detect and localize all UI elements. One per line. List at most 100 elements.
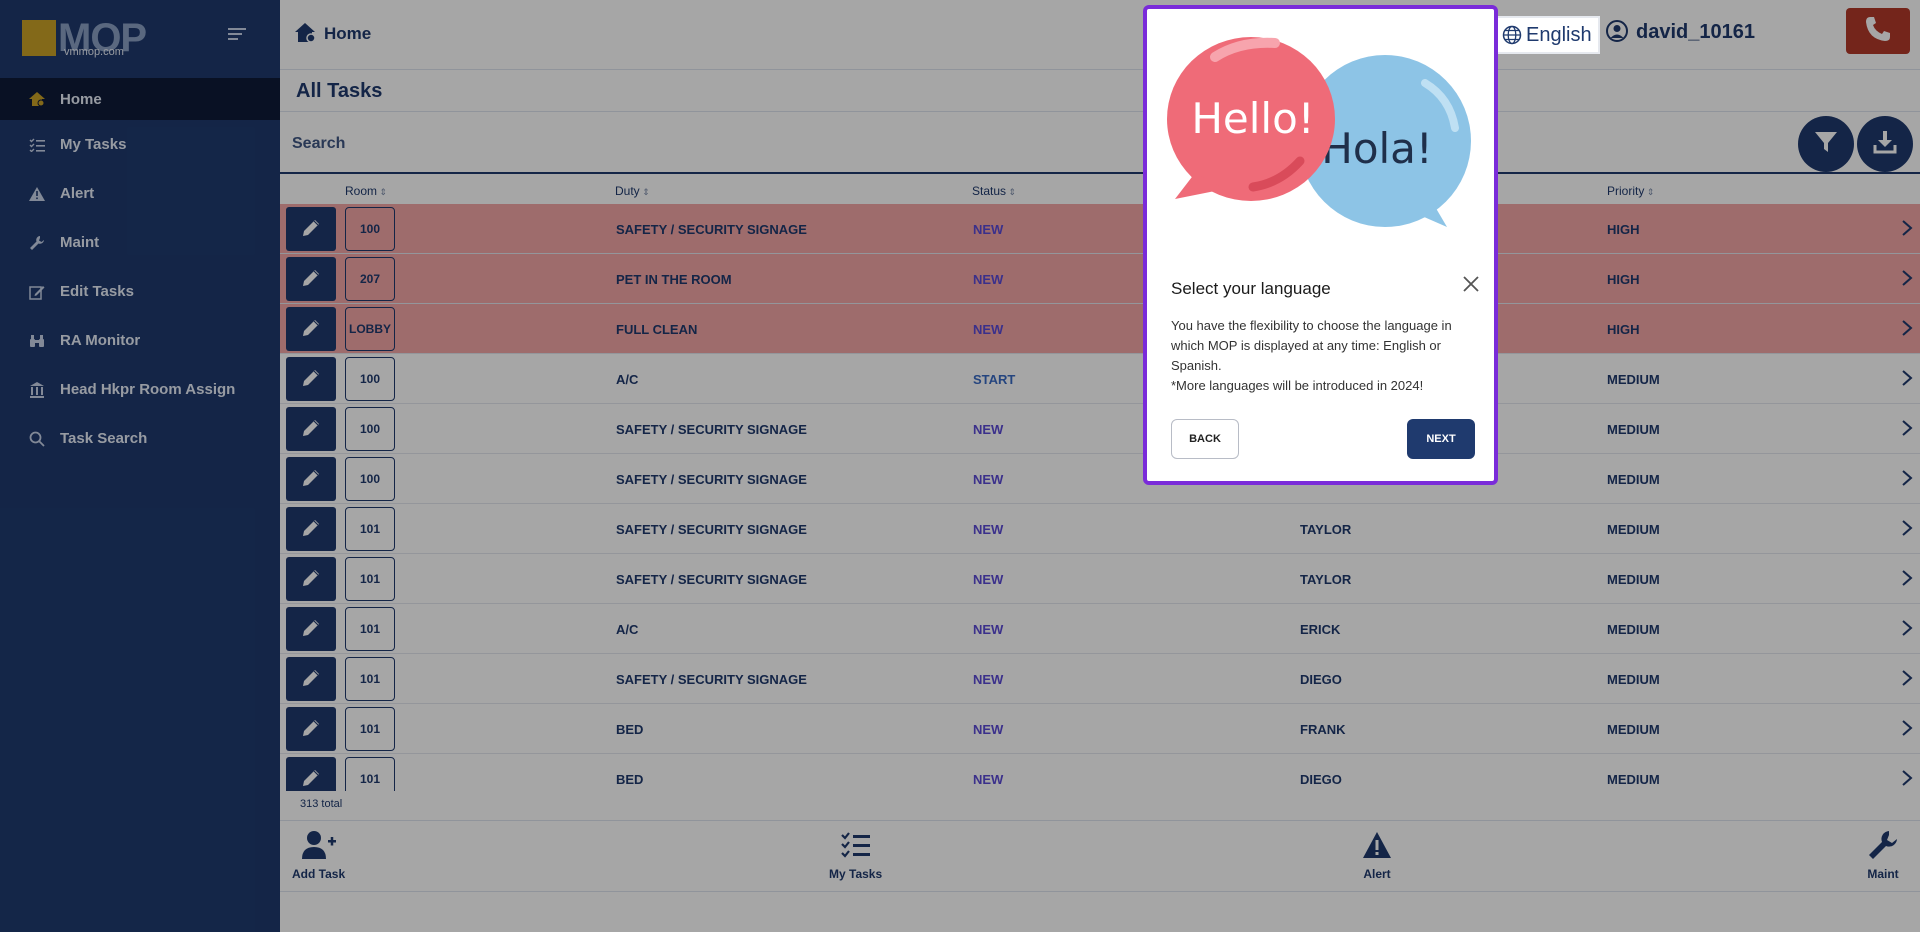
chevron-right-icon[interactable] xyxy=(1900,618,1914,638)
hello-hola-illustration: Hola! Hello! xyxy=(1167,37,1471,227)
room-number: 100 xyxy=(345,407,395,451)
call-button[interactable] xyxy=(1846,8,1910,54)
logo-subtitle: vmmop.com xyxy=(64,46,124,58)
edit-task-button[interactable] xyxy=(286,707,336,751)
edit-task-button[interactable] xyxy=(286,557,336,601)
chevron-right-icon[interactable] xyxy=(1900,268,1914,288)
edit-task-button[interactable] xyxy=(286,257,336,301)
room-number: 100 xyxy=(345,207,395,251)
filter-button[interactable] xyxy=(1798,116,1854,172)
room-number: 101 xyxy=(345,607,395,651)
pencil-icon xyxy=(300,517,322,542)
user-menu[interactable]: david_10161 xyxy=(1606,20,1755,44)
edit-task-button[interactable] xyxy=(286,207,336,251)
edit-task-button[interactable] xyxy=(286,407,336,451)
status-cell: NEW xyxy=(973,622,1004,637)
status-cell: NEW xyxy=(973,672,1004,687)
edit-task-button[interactable] xyxy=(286,307,336,351)
checklist-icon xyxy=(28,136,46,154)
sidebar-item-label: Home xyxy=(60,90,102,108)
pencil-icon xyxy=(300,667,322,692)
sidebar-item-label: Edit Tasks xyxy=(60,283,134,300)
column-header-room[interactable]: Room xyxy=(345,184,387,198)
chevron-right-icon[interactable] xyxy=(1900,368,1914,388)
chevron-right-icon[interactable] xyxy=(1900,668,1914,688)
table-row[interactable]: LOBBY FULL CLEAN NEW HIGH xyxy=(280,304,1920,354)
priority-cell: MEDIUM xyxy=(1607,522,1660,537)
edit-task-button[interactable] xyxy=(286,607,336,651)
bubble-hola-text: Hola! xyxy=(1321,124,1433,173)
menu-toggle-icon[interactable] xyxy=(228,28,246,42)
priority-cell: MEDIUM xyxy=(1607,422,1660,437)
chevron-right-icon[interactable] xyxy=(1900,568,1914,588)
edit-task-button[interactable] xyxy=(286,657,336,701)
edit-task-button[interactable] xyxy=(286,457,336,501)
table-row[interactable]: 101 BED NEW DIEGO MEDIUM xyxy=(280,754,1920,791)
table-row[interactable]: 101 A/C NEW ERICK MEDIUM xyxy=(280,604,1920,654)
status-cell: NEW xyxy=(973,572,1004,587)
status-cell: START xyxy=(973,372,1016,387)
logo-name: MOP xyxy=(58,16,147,60)
table-row[interactable]: 101 SAFETY / SECURITY SIGNAGE NEW TAYLOR MED… xyxy=(280,504,1920,554)
bubble-hello-text: Hello! xyxy=(1191,94,1314,143)
table-row[interactable]: 100 A/C START MEDIUM xyxy=(280,354,1920,404)
alert-button[interactable]: Alert xyxy=(1359,829,1395,881)
column-header-duty[interactable]: Duty xyxy=(615,184,650,198)
assignee-cell: TAYLOR xyxy=(1300,522,1352,537)
download-button[interactable] xyxy=(1857,116,1913,172)
sidebar-item-task-search[interactable]: Task Search xyxy=(0,414,280,463)
sidebar-item-edit-tasks[interactable]: Edit Tasks xyxy=(0,267,280,316)
warning-icon xyxy=(28,185,46,203)
next-button[interactable]: NEXT xyxy=(1407,419,1475,459)
sidebar-item-label: Task Search xyxy=(60,430,148,447)
chevron-right-icon[interactable] xyxy=(1900,418,1914,438)
chevron-right-icon[interactable] xyxy=(1900,768,1914,788)
chevron-right-icon[interactable] xyxy=(1900,518,1914,538)
sidebar-item-ra-monitor[interactable]: RA Monitor xyxy=(0,316,280,365)
table-row[interactable]: 101 SAFETY / SECURITY SIGNAGE NEW DIEGO MEDI… xyxy=(280,654,1920,704)
chevron-right-icon[interactable] xyxy=(1900,318,1914,338)
chevron-right-icon[interactable] xyxy=(1900,718,1914,738)
table-row[interactable]: 101 SAFETY / SECURITY SIGNAGE NEW TAYLOR MED… xyxy=(280,554,1920,604)
sidebar-item-my-tasks[interactable]: My Tasks xyxy=(0,120,280,169)
edit-task-button[interactable] xyxy=(286,357,336,401)
assignee-cell: FRANK xyxy=(1300,722,1346,737)
edit-task-button[interactable] xyxy=(286,757,336,791)
sidebar-item-label: Head Hkpr Room Assign xyxy=(60,381,236,398)
column-header-priority[interactable]: Priority xyxy=(1607,184,1654,198)
duty-cell: BED xyxy=(616,722,644,737)
alert-label: Alert xyxy=(1363,867,1391,881)
assignee-cell: ERICK xyxy=(1300,622,1341,637)
sidebar-item-head-hkpr-room-assign[interactable]: Head Hkpr Room Assign xyxy=(0,365,280,414)
edit-task-button[interactable] xyxy=(286,507,336,551)
duty-cell: A/C xyxy=(616,372,639,387)
mop-logo[interactable]: MOP vmmop.com xyxy=(22,16,182,60)
table-row[interactable]: 100 SAFETY / SECURITY SIGNAGE NEW MEDIUM xyxy=(280,404,1920,454)
table-row[interactable]: 100 SAFETY / SECURITY SIGNAGE NEW HIGH xyxy=(280,204,1920,254)
close-icon[interactable] xyxy=(1462,275,1480,293)
chevron-right-icon[interactable] xyxy=(1900,468,1914,488)
my-tasks-button[interactable]: My Tasks xyxy=(829,829,882,881)
priority-cell: MEDIUM xyxy=(1607,622,1660,637)
back-button[interactable]: BACK xyxy=(1171,419,1239,459)
maint-button[interactable]: Maint xyxy=(1865,829,1901,881)
column-header-status[interactable]: Status xyxy=(972,184,1016,198)
add-task-button[interactable]: Add Task xyxy=(292,829,345,881)
duty-cell: BED xyxy=(616,772,644,787)
pencil-icon xyxy=(300,267,322,292)
breadcrumb[interactable]: Home xyxy=(294,22,371,46)
status-cell: NEW xyxy=(973,522,1004,537)
chevron-right-icon[interactable] xyxy=(1900,218,1914,238)
table-row[interactable]: 101 BED NEW FRANK MEDIUM xyxy=(280,704,1920,754)
phone-icon xyxy=(1863,14,1893,49)
top-bar: Home david_10161 xyxy=(280,0,1920,70)
table-row[interactable]: 100 SAFETY / SECURITY SIGNAGE NEW MEDIUM xyxy=(280,454,1920,504)
table-row[interactable]: 207 PET IN THE ROOM NEW HIGH xyxy=(280,254,1920,304)
sidebar-item-alert[interactable]: Alert xyxy=(0,169,280,218)
sidebar-item-maint[interactable]: Maint xyxy=(0,218,280,267)
sidebar-item-home[interactable]: Home xyxy=(0,78,280,120)
language-selector[interactable]: English xyxy=(1496,16,1600,54)
pencil-icon xyxy=(300,317,322,342)
sidebar: MOP vmmop.com Home My Tasks Alert Ma xyxy=(0,0,280,932)
